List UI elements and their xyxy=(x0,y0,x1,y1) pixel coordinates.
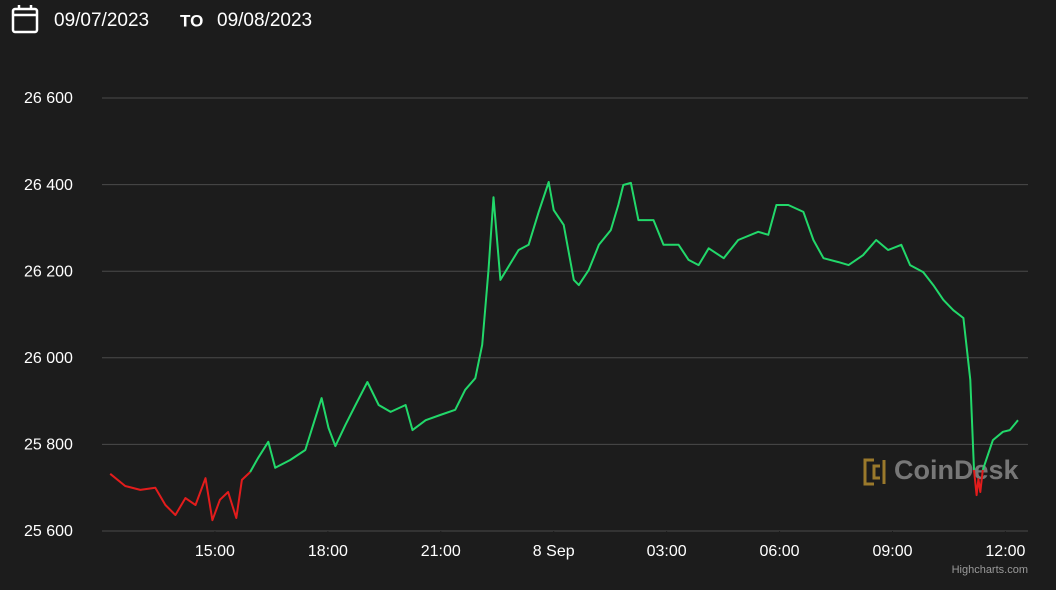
x-tick-label: 09:00 xyxy=(872,543,912,560)
y-tick-label: 25 600 xyxy=(24,523,73,540)
x-tick-label: 12:00 xyxy=(985,543,1025,560)
date-from: 09/07/2023 xyxy=(54,10,149,31)
y-tick-label: 26 200 xyxy=(24,263,73,280)
x-tick-label: 06:00 xyxy=(760,543,800,560)
x-tick-label: 21:00 xyxy=(421,543,461,560)
x-tick-label: 15:00 xyxy=(195,543,235,560)
date-separator: TO xyxy=(180,11,203,30)
y-tick-label: 25 800 xyxy=(24,437,73,454)
x-tick-label: 03:00 xyxy=(647,543,687,560)
price-line xyxy=(249,181,1019,473)
watermark-logo xyxy=(863,458,886,486)
date-to: 09/08/2023 xyxy=(217,10,312,31)
x-tick-label: 8 Sep xyxy=(533,543,575,560)
watermark: CoinDesk xyxy=(894,455,1020,485)
x-tick-label: 18:00 xyxy=(308,543,348,560)
y-tick-label: 26 600 xyxy=(24,90,73,107)
calendar-icon xyxy=(11,5,39,34)
credits: Highcharts.com xyxy=(952,564,1028,576)
price-line xyxy=(109,469,984,522)
y-tick-label: 26 400 xyxy=(24,177,73,194)
y-tick-label: 26 000 xyxy=(24,350,73,367)
